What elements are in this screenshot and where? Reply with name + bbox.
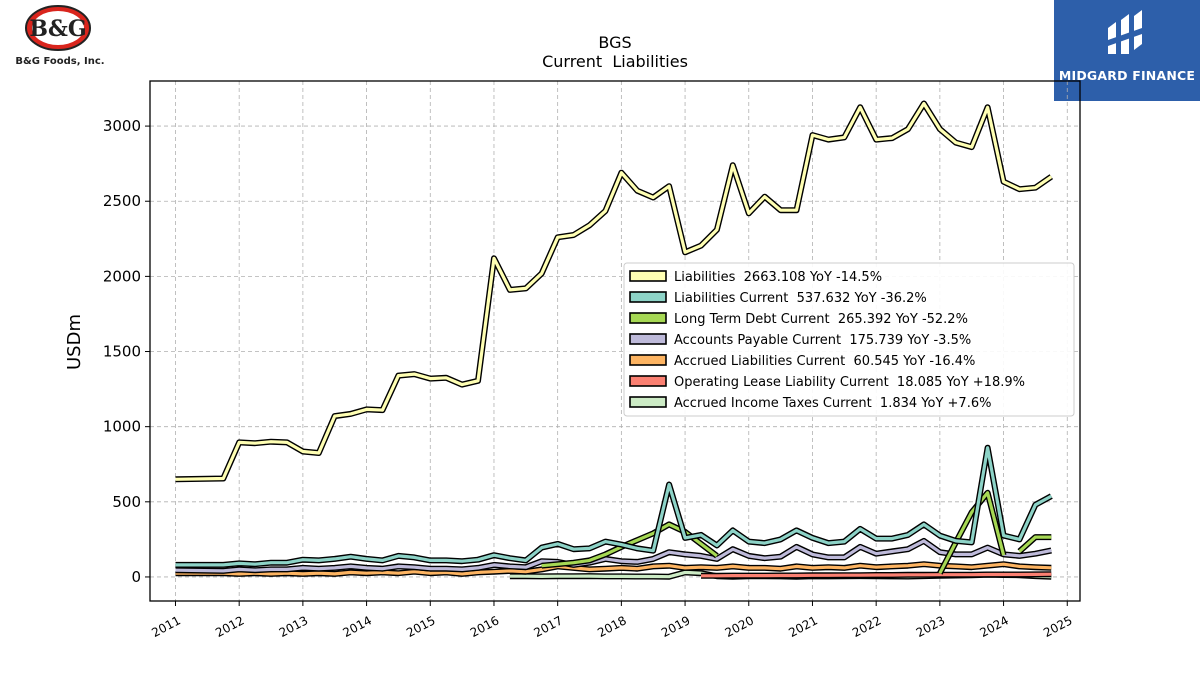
y-axis-label: USDm [64, 314, 85, 370]
company-logo-text: B&G [29, 16, 86, 42]
legend-label: Liabilities 2663.108 YoY -14.5% [674, 270, 882, 285]
company-name: B&G Foods, Inc. [15, 56, 105, 67]
y-tick-label: 1000 [103, 418, 141, 436]
x-tick-label: 2015 [404, 613, 438, 640]
company-logo: B&G B&G Foods, Inc. [4, 4, 116, 70]
legend: Liabilities 2663.108 YoY -14.5% Liabiliti… [623, 262, 1075, 417]
publisher-logo-mark [1108, 10, 1142, 54]
chart-subtitle: Current Liabilities [542, 52, 688, 71]
x-tick-label: 2014 [340, 613, 374, 640]
y-tick-label: 0 [131, 568, 141, 586]
x-tick-label: 2020 [723, 613, 757, 640]
x-tick-label: 2023 [914, 613, 948, 640]
x-tick-label: 2018 [595, 613, 629, 640]
operating-lease-liability-current-line [701, 572, 1052, 578]
legend-label: Accounts Payable Current 175.739 YoY -3.… [674, 333, 971, 348]
legend-box [623, 262, 1075, 417]
y-tick-label: 500 [112, 493, 141, 511]
legend-swatch [629, 333, 667, 345]
y-tick-label: 2000 [103, 267, 141, 285]
x-tick-label: 2013 [277, 613, 311, 640]
x-tick-label: 2024 [977, 613, 1011, 640]
x-tick-label: 2016 [468, 613, 502, 640]
x-tick-label: 2017 [532, 613, 566, 640]
legend-swatch [629, 396, 667, 408]
legend-label: Long Term Debt Current 265.392 YoY -52.2… [674, 312, 968, 327]
y-tick-label: 3000 [103, 117, 141, 135]
x-tick-label: 2011 [149, 613, 183, 640]
accounts-payable-current-line [175, 539, 1052, 573]
liabilities-current-line-outline [175, 444, 1053, 568]
legend-swatch [629, 291, 667, 303]
y-tick-label: 1500 [103, 343, 141, 361]
plot-frame [149, 80, 1081, 602]
legend-label: Accrued Liabilities Current 60.545 YoY -… [674, 354, 975, 369]
x-tick-label: 2012 [213, 613, 247, 640]
x-tick-label: 2021 [786, 613, 820, 640]
liabilities-line [175, 101, 1053, 481]
series-lines [175, 100, 1054, 580]
x-tick-label: 2022 [850, 613, 884, 640]
legend-swatch [629, 375, 667, 387]
liabilities-current-line [175, 446, 1053, 567]
legend-swatch [629, 312, 667, 324]
legend-label: Operating Lease Liability Current 18.085… [674, 375, 1025, 390]
accrued-liabilities-current-line [175, 562, 1052, 576]
legend-label: Liabilities Current 537.632 YoY -36.2% [674, 291, 927, 306]
legend-swatch [629, 270, 667, 282]
company-logo-mark: B&G [25, 5, 91, 51]
legend-swatch [629, 354, 667, 366]
chart-title: BGS [598, 33, 631, 52]
x-tick-label: 2025 [1041, 613, 1075, 640]
y-tick-label: 2500 [103, 192, 141, 210]
legend-label: Accrued Income Taxes Current 1.834 YoY +… [674, 396, 991, 411]
publisher-name: MIDGARD FINANCE [1058, 68, 1196, 83]
x-tick-label: 2019 [659, 613, 693, 640]
publisher-logo: MIDGARD FINANCE [1054, 0, 1200, 101]
